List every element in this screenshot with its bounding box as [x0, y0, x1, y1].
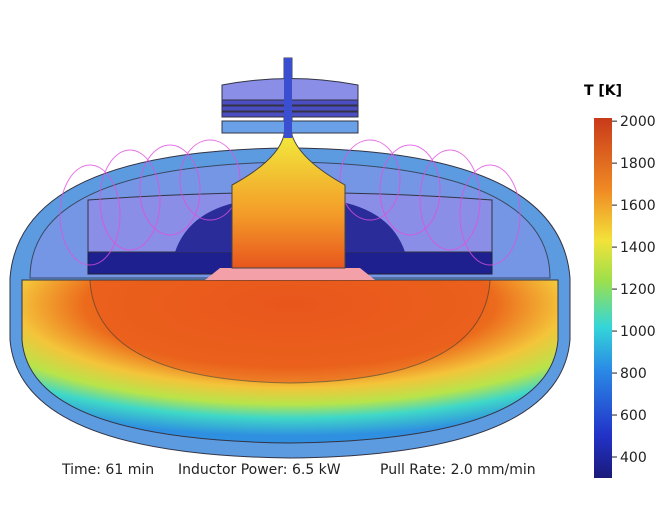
caption-pull-rate: Pull Rate: 2.0 mm/min — [380, 462, 536, 478]
colorbar — [594, 118, 612, 478]
colorbar-tick-label: 1600 — [620, 198, 656, 214]
caption-power: Inductor Power: 6.5 kW — [178, 462, 341, 478]
colorbar-tick-label: 600 — [620, 408, 647, 424]
colorbar-title: T [K] — [584, 83, 622, 99]
colorbar-tick-label: 1800 — [620, 156, 656, 172]
colorbar-tick-label: 2000 — [620, 114, 656, 130]
colorbar-tick-label: 1400 — [620, 240, 656, 256]
colorbar-tick-label: 1000 — [620, 324, 656, 340]
caption-time: Time: 61 min — [61, 462, 154, 478]
colorbar-tick-label: 800 — [620, 366, 647, 382]
simulation-view: T [K] 400600800100012001400160018002000 … — [0, 0, 660, 513]
colorbar-tick-label: 1200 — [620, 282, 656, 298]
colorbar-tick-label: 400 — [620, 450, 647, 466]
top-inductor — [222, 58, 358, 138]
